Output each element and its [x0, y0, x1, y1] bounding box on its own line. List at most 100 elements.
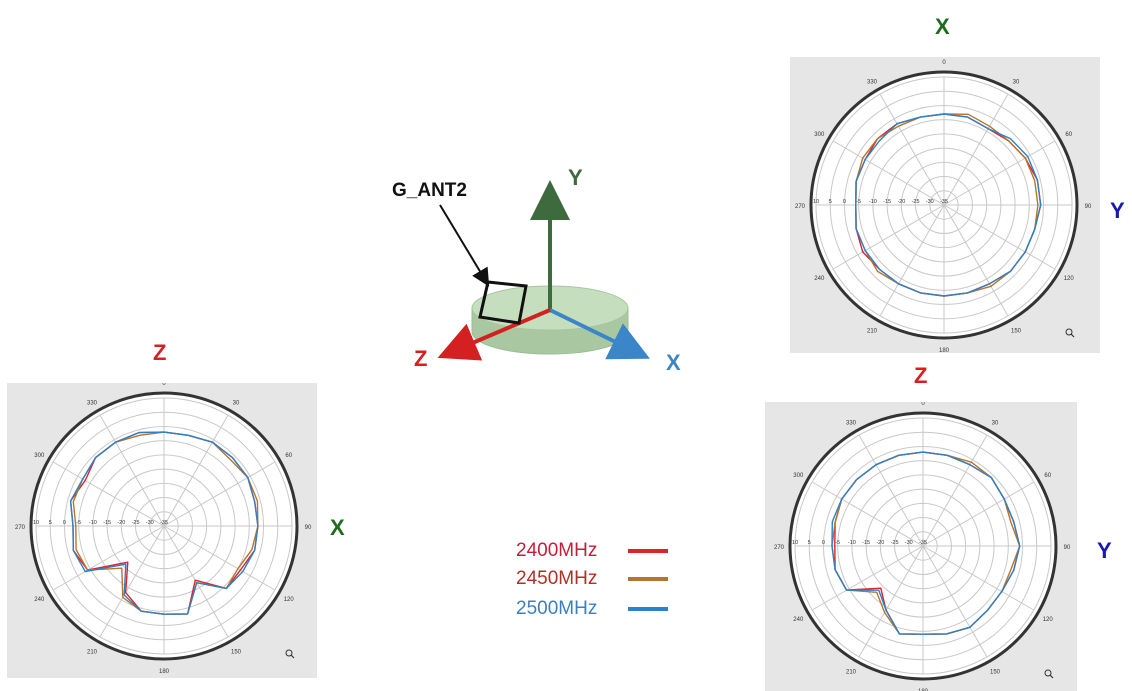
- angle-tick-label: 300: [793, 473, 804, 479]
- radial-tick-label: 0: [63, 520, 66, 526]
- angle-tick-label: 210: [846, 670, 857, 676]
- polar-grid-spoke: [922, 481, 1035, 547]
- radial-tick-label: 5: [49, 520, 52, 526]
- zx-right-axis-label: X: [330, 515, 345, 540]
- xy-right-axis-label: Y: [1110, 198, 1125, 223]
- angle-tick-label: 210: [867, 329, 878, 335]
- xy-top-axis-label: X: [935, 14, 950, 39]
- legend-label: 2500MHz: [516, 598, 598, 619]
- zoom-icon: [1044, 669, 1054, 679]
- polar-chart-zx: 0 30 60 90 120 150 180 210 240 270 300 330 10 5 0 -5 -10…: [7, 383, 317, 678]
- radial-tick-label: -5: [835, 540, 840, 546]
- zy-top-axis-label: Z: [914, 363, 928, 388]
- angle-tick-label: 90: [305, 525, 312, 531]
- polar-grid-spoke: [922, 434, 988, 547]
- legend-item: 2400MHz: [516, 538, 668, 564]
- radial-tick-label: 10: [813, 199, 819, 205]
- polar-grid-spoke: [163, 414, 229, 527]
- z-axis-arrow: [437, 308, 551, 361]
- radial-tick-label: 5: [829, 199, 832, 205]
- angle-tick-label: 240: [814, 276, 825, 282]
- radial-tick-label: -10: [89, 520, 97, 526]
- polar-grid-spoke: [879, 204, 945, 317]
- x-axis-arrow: [549, 308, 650, 360]
- zx-top-axis-label: Z: [153, 340, 167, 365]
- legend-item: 2500MHz: [516, 596, 668, 622]
- angle-tick-label: 90: [1064, 545, 1071, 551]
- radial-tick-label: 5: [808, 540, 811, 546]
- series-line-2500MHz: [831, 451, 1021, 635]
- zoom-icon-lens: [1044, 669, 1052, 677]
- zoom-icon-lens: [1065, 328, 1073, 336]
- zoom-icon: [285, 649, 295, 659]
- angle-tick-label: 300: [34, 453, 45, 459]
- angle-tick-label: 270: [774, 545, 785, 551]
- angle-tick-label: 120: [1064, 276, 1075, 282]
- polar-grid-spoke: [99, 525, 165, 638]
- radial-tick-label: -25: [891, 540, 899, 546]
- legend-label: 2450MHz: [516, 568, 598, 589]
- radial-tick-label: -5: [76, 520, 81, 526]
- zoom-icon-lens: [285, 649, 293, 657]
- radial-tick-label: -30: [146, 520, 154, 526]
- polar-grid-spoke: [943, 204, 1056, 270]
- polar-grid-spoke: [811, 545, 924, 611]
- radial-tick-label: -30: [926, 199, 934, 205]
- polar-grid-spoke: [879, 93, 945, 206]
- angle-tick-label: 60: [1065, 132, 1072, 138]
- legend-item: 2450MHz: [516, 566, 668, 592]
- radial-tick-label: -20: [117, 520, 125, 526]
- radial-tick-label: -15: [883, 199, 891, 205]
- angle-tick-label: 300: [814, 132, 825, 138]
- angle-tick-label: 180: [159, 669, 170, 675]
- zoom-icon: [1065, 328, 1075, 338]
- angle-tick-label: 150: [990, 670, 1001, 676]
- angle-tick-label: 120: [284, 597, 295, 603]
- polar-grid-spoke: [163, 525, 276, 591]
- angle-tick-label: 60: [1044, 473, 1051, 479]
- polar-grid-spoke: [943, 204, 1009, 317]
- angle-tick-label: 240: [793, 617, 804, 623]
- polar-grid-spoke: [99, 414, 165, 527]
- radial-tick-label: 0: [822, 540, 825, 546]
- radial-tick-label: -35: [160, 520, 168, 526]
- angle-tick-label: 270: [795, 204, 806, 210]
- angle-tick-label: 270: [15, 525, 26, 531]
- angle-tick-label: 120: [1043, 617, 1054, 623]
- radial-tick-label: -25: [132, 520, 140, 526]
- antenna-orientation-diagram: [380, 160, 700, 380]
- antenna-element: [478, 280, 528, 325]
- radial-tick-label: -15: [103, 520, 111, 526]
- radial-tick-label: -10: [869, 199, 877, 205]
- polar-grid-spoke: [163, 461, 276, 527]
- angle-tick-label: 30: [992, 420, 999, 426]
- radial-tick-label: -5: [856, 199, 861, 205]
- polar-grid-spoke: [943, 93, 1009, 206]
- center-z-axis-label: Z: [414, 346, 428, 371]
- zy-right-axis-label: Y: [1097, 538, 1112, 563]
- polar-grid-spoke: [52, 461, 165, 527]
- angle-tick-label: 150: [1011, 329, 1022, 335]
- radial-tick-label: -30: [905, 540, 913, 546]
- polar-grid-spoke: [858, 434, 924, 547]
- radial-tick-label: -35: [940, 199, 948, 205]
- angle-tick-label: 30: [233, 400, 240, 406]
- angle-tick-label: 150: [231, 650, 242, 656]
- center-y-axis-label: Y: [568, 165, 583, 190]
- radial-tick-label: 10: [33, 520, 39, 526]
- angle-tick-label: 180: [939, 348, 950, 353]
- radial-tick-label: -35: [919, 540, 927, 546]
- polar-grid-spoke: [163, 525, 229, 638]
- series-line-2500MHz: [855, 113, 1042, 297]
- polar-grid-spoke: [922, 545, 1035, 611]
- angle-tick-label: 330: [87, 400, 98, 406]
- antenna-pointer-arrow: [439, 204, 490, 287]
- polar-grid-spoke: [832, 204, 945, 270]
- angle-tick-label: 330: [867, 79, 878, 85]
- radial-tick-label: -25: [912, 199, 920, 205]
- radial-tick-label: 0: [843, 199, 846, 205]
- radial-tick-label: -15: [862, 540, 870, 546]
- angle-tick-label: 60: [285, 453, 292, 459]
- angle-tick-label: 0: [162, 383, 166, 387]
- angle-tick-label: 180: [918, 689, 929, 691]
